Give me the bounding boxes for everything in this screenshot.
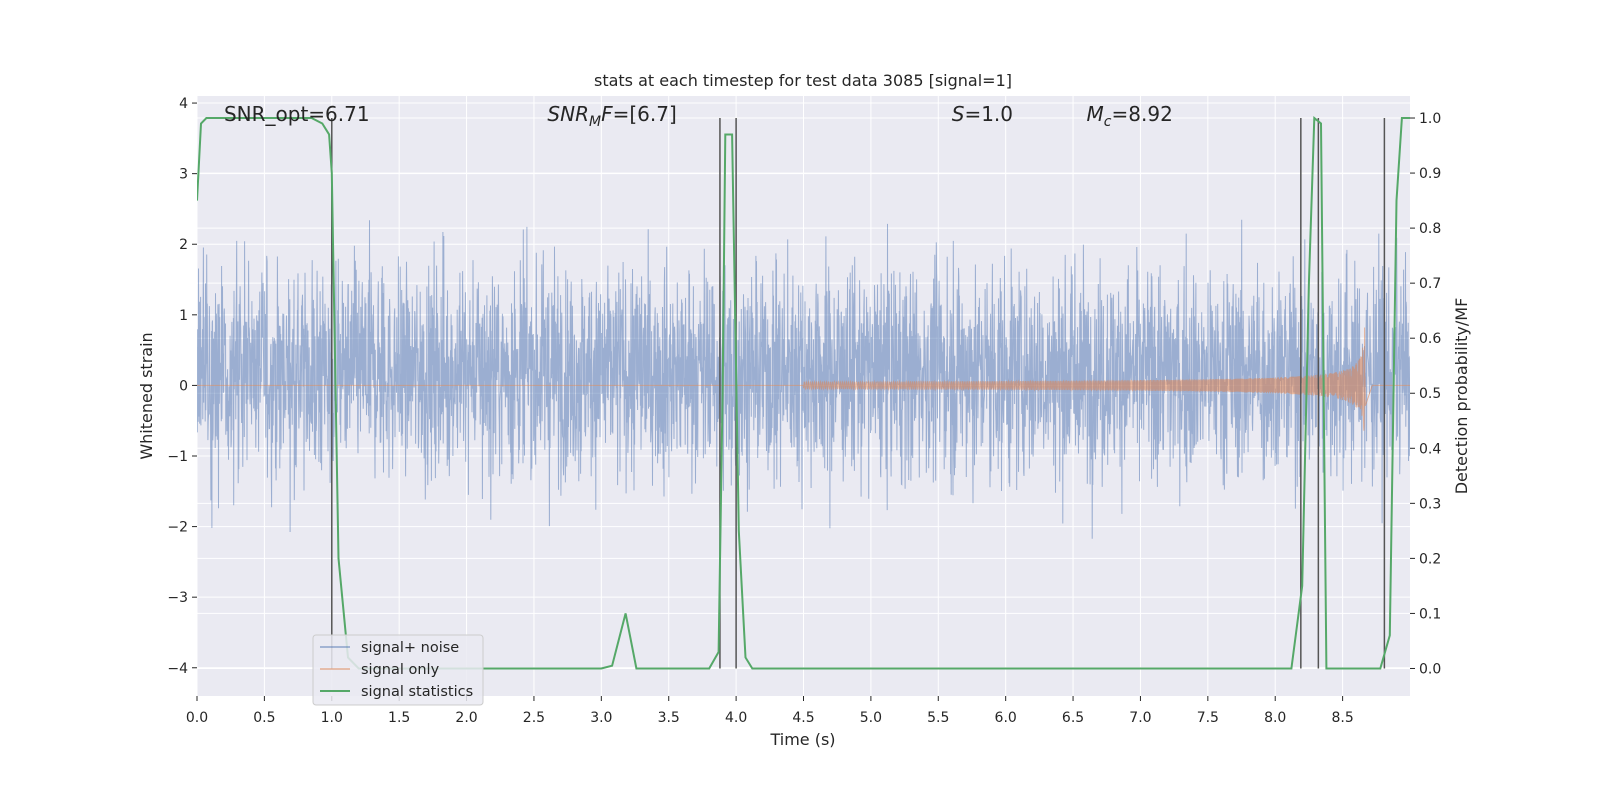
x-tick-label-15: 7.5 <box>1197 710 1219 726</box>
legend-label-signal-statistics: signal statistics <box>361 684 473 700</box>
series-signal-only <box>197 327 1410 431</box>
x-tick-label-6: 3.0 <box>590 710 612 726</box>
annotation-snr-mf: SNRMF=[6.7] <box>547 102 676 130</box>
x-axis-label: Time (s) <box>769 730 835 749</box>
x-tick-label-13: 6.5 <box>1062 710 1084 726</box>
annotation-s: S=1.0 <box>952 102 1013 126</box>
y-tick-label-right-7: 0.3 <box>1419 496 1441 512</box>
y-tick-label-left-3: 1 <box>179 308 188 324</box>
legend-box <box>312 634 484 706</box>
y-tick-label-right-0: 1.0 <box>1419 111 1441 127</box>
y-tick-label-right-5: 0.5 <box>1419 386 1441 402</box>
x-tick-label-17: 8.5 <box>1331 710 1353 726</box>
y-tick-label-right-10: 0.0 <box>1419 661 1441 677</box>
series-signal-statistics <box>197 115 1410 670</box>
series-signal-noise <box>197 219 1410 539</box>
x-tick-label-12: 6.0 <box>995 710 1017 726</box>
annotation-mc: Mc=8.92 <box>1087 102 1173 130</box>
y-tick-label-left-5: −1 <box>167 449 188 465</box>
y-axis-label-left: Whitened strain <box>137 332 156 459</box>
y-ticks-right: 1.0 0.9 0.8 0.7 0.6 0.5 0.4 0.3 0.2 0.1 0.0 <box>1410 111 1441 677</box>
x-tick-label-8: 4.0 <box>725 710 747 726</box>
x-tick-label-11: 5.5 <box>927 710 949 726</box>
y-tick-label-right-1: 0.9 <box>1419 166 1441 182</box>
x-tick-label-5: 2.5 <box>523 710 545 726</box>
y-tick-label-right-9: 0.1 <box>1419 606 1441 622</box>
y-tick-label-left-8: −4 <box>167 661 188 677</box>
x-tick-label-14: 7.0 <box>1129 710 1151 726</box>
y-tick-label-left-4: 0 <box>179 378 188 394</box>
y-tick-label-right-4: 0.6 <box>1419 331 1441 347</box>
x-tick-label-1: 0.5 <box>253 710 275 726</box>
chart-title: stats at each timestep for test data 308… <box>594 71 1012 90</box>
legend-label-signal-only: signal only <box>361 662 440 678</box>
legend-label-signal-noise: signal+ noise <box>361 640 459 656</box>
x-tick-label-2: 1.0 <box>321 710 343 726</box>
x-tick-label-3: 1.5 <box>388 710 410 726</box>
x-tick-label-10: 5.0 <box>860 710 882 726</box>
annotation-snr-opt: SNR_opt=6.71 <box>224 102 370 126</box>
x-ticks: 0.0 0.5 1.0 1.5 2.0 2.5 3.0 3.5 4.0 4.5 5.0 5.5 6.0 6… <box>186 696 1354 726</box>
y-ticks-left: 4 3 2 1 0 −1 −2 −3 −4 <box>167 96 197 677</box>
annotations: SNR_opt=6.71 SNRMF=[6.7] S=1.0 Mc=8.92 <box>224 102 1173 130</box>
x-tick-label-4: 2.0 <box>455 710 477 726</box>
y-tick-label-left-7: −3 <box>167 590 188 606</box>
y-axis-label-right: Detection probability/MF <box>1452 298 1471 495</box>
y-tick-label-right-3: 0.7 <box>1419 276 1441 292</box>
legend: signal+ noise signal only signal statist… <box>312 634 484 706</box>
x-tick-label-0: 0.0 <box>186 710 208 726</box>
y-tick-label-left-0: 4 <box>179 96 188 112</box>
y-tick-label-right-6: 0.4 <box>1419 441 1441 457</box>
x-tick-label-16: 8.0 <box>1264 710 1286 726</box>
y-tick-label-right-8: 0.2 <box>1419 551 1441 567</box>
y-tick-label-right-2: 0.8 <box>1419 221 1441 237</box>
x-tick-label-7: 3.5 <box>658 710 680 726</box>
y-tick-label-left-6: −2 <box>167 520 188 536</box>
y-tick-label-left-2: 2 <box>179 237 188 253</box>
x-tick-label-9: 4.5 <box>792 710 814 726</box>
y-tick-label-left-1: 3 <box>179 167 188 183</box>
